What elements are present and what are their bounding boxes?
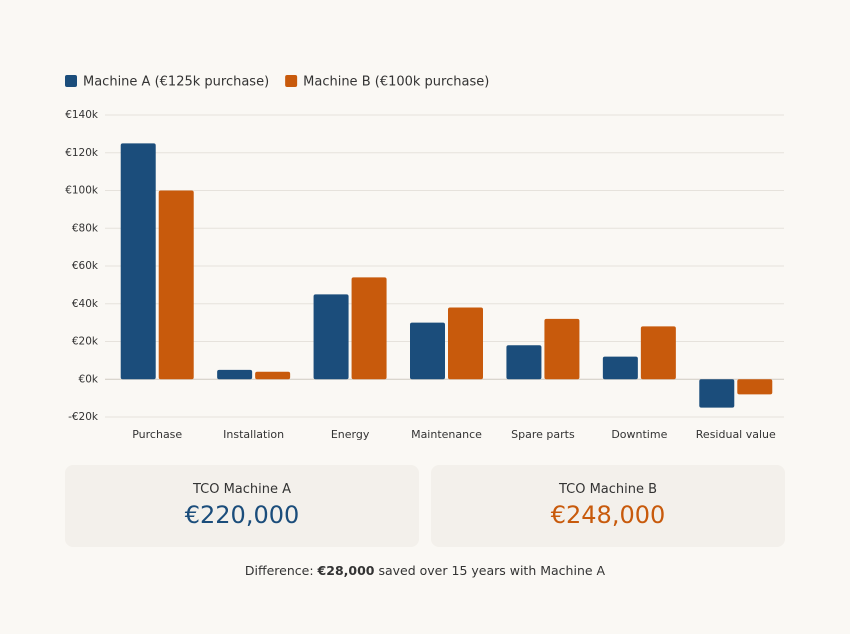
tco-card: TCO Machine B €248,000 <box>431 465 785 547</box>
x-tick-label: Spare parts <box>511 428 575 441</box>
bar <box>602 356 638 380</box>
bar <box>640 326 676 380</box>
bar <box>506 345 542 380</box>
tco-card: TCO Machine A €220,000 <box>65 465 419 547</box>
difference-suffix: saved over 15 years with Machine A <box>378 563 606 578</box>
difference-note: Difference: €28,000 saved over 15 years … <box>0 563 850 578</box>
y-tick-label: €40k <box>72 298 99 310</box>
bar <box>120 143 156 380</box>
difference-amount: €28,000 <box>317 563 375 578</box>
bar <box>313 294 349 380</box>
legend-label: Machine B (€100k purchase) <box>303 75 489 90</box>
bar <box>410 322 445 380</box>
legend-swatch <box>285 75 298 87</box>
y-tick-label: €80k <box>72 222 99 234</box>
bar <box>737 379 773 395</box>
y-tick-label: -€20k <box>68 411 99 423</box>
y-tick-label: €60k <box>72 260 99 272</box>
bar <box>158 190 194 380</box>
card-value: €220,000 <box>184 501 300 529</box>
difference-prefix: Difference: <box>244 563 314 578</box>
bar <box>217 369 253 380</box>
x-tick-label: Downtime <box>611 428 667 441</box>
bar <box>351 277 387 380</box>
y-tick-label: €100k <box>65 185 99 197</box>
y-tick-label: €140k <box>65 109 99 121</box>
bar <box>544 318 580 380</box>
x-tick-label: Maintenance <box>411 428 482 441</box>
card-label: TCO Machine A <box>192 482 292 497</box>
card-value: €248,000 <box>550 501 666 529</box>
card-label: TCO Machine B <box>558 482 658 497</box>
bar <box>448 307 483 380</box>
x-tick-label: Purchase <box>132 428 182 441</box>
legend-swatch <box>65 75 77 87</box>
x-tick-label: Energy <box>331 428 370 441</box>
legend-label: Machine A (€125k purchase) <box>83 75 269 90</box>
y-tick-label: €20k <box>72 336 99 348</box>
bar <box>255 371 291 380</box>
y-tick-label: €120k <box>65 147 99 159</box>
chart: -€20k €0k €20k €40k €60k €80k €100k €120k €140k M… <box>65 75 784 441</box>
x-tick-label: Installation <box>223 428 284 441</box>
x-tick-label: Residual value <box>696 428 776 441</box>
y-tick-label: €0k <box>79 373 99 385</box>
bar <box>699 379 735 408</box>
